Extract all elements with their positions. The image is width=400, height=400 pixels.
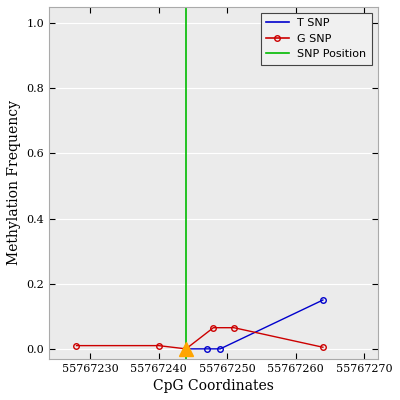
X-axis label: CpG Coordinates: CpG Coordinates: [153, 379, 274, 393]
Legend: T SNP, G SNP, SNP Position: T SNP, G SNP, SNP Position: [261, 12, 372, 65]
Y-axis label: Methylation Frequency: Methylation Frequency: [7, 100, 21, 265]
